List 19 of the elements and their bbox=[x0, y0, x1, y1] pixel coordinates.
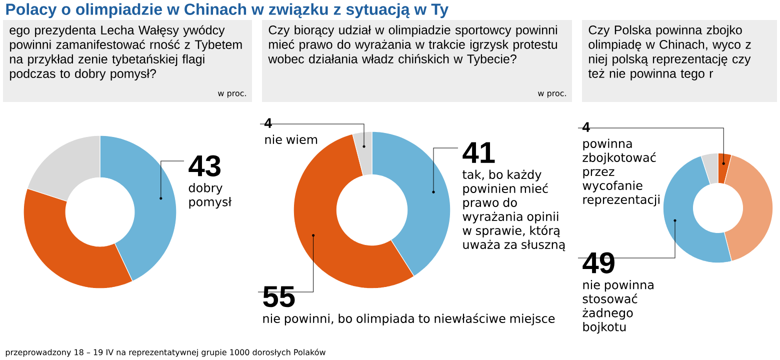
slice-label: dobry pomysł bbox=[188, 183, 232, 209]
data-label: 49 bbox=[582, 252, 614, 274]
slice-label: nie powinni, bo olimpiada to niewłaściwe miejsce bbox=[263, 313, 555, 326]
text: przeprowadzony 18 – 19 IV na reprezentatywnej grupie 1000 dorosłych Polaków bbox=[6, 348, 326, 357]
chart-title: Polacy o olimpiadzie w Chinach w związku z sytuacją w Ty bbox=[6, 3, 449, 18]
data-label: 55 bbox=[263, 286, 295, 308]
data-label: 41 bbox=[462, 142, 495, 163]
chart-subtitle: Czy Polska powinna zbojko olimpiadę w Chinach, wyco z niej polską reprezentację czy też nie powinna tego r bbox=[588, 25, 751, 80]
slice-label: tak, bo każdy powinien mieć prawo do wyrażania opinii w sprawie, którą uważa za słuszną bbox=[462, 170, 566, 252]
text: w proc. bbox=[538, 92, 566, 98]
chart-subtitle: Czy biorący udział w olimpiadzie sportowcy powinni mieć prawo do wyrażania w trakcie igrzysk protestu wobec działania władz chińskich w Tybecie? bbox=[268, 25, 558, 66]
chart-subtitle: ego prezydenta Lecha Wałęsy ywódcy powinni zamanifestować rność z Tybetem na przykład zenie tybetańskiej flagi podczas to dobry pomysł? bbox=[10, 25, 242, 80]
data-label: 4 bbox=[582, 122, 590, 132]
slice-label: powinna zbojkotować przez wycofanie reprezentacji bbox=[582, 138, 660, 206]
slice-label: nie powinna stosować żadnego bojkotu bbox=[582, 280, 654, 334]
data-label: 43 bbox=[188, 155, 220, 176]
data-label: 4 bbox=[264, 118, 272, 128]
text: w proc. bbox=[218, 92, 246, 98]
slice-label: nie wiem bbox=[265, 134, 318, 144]
